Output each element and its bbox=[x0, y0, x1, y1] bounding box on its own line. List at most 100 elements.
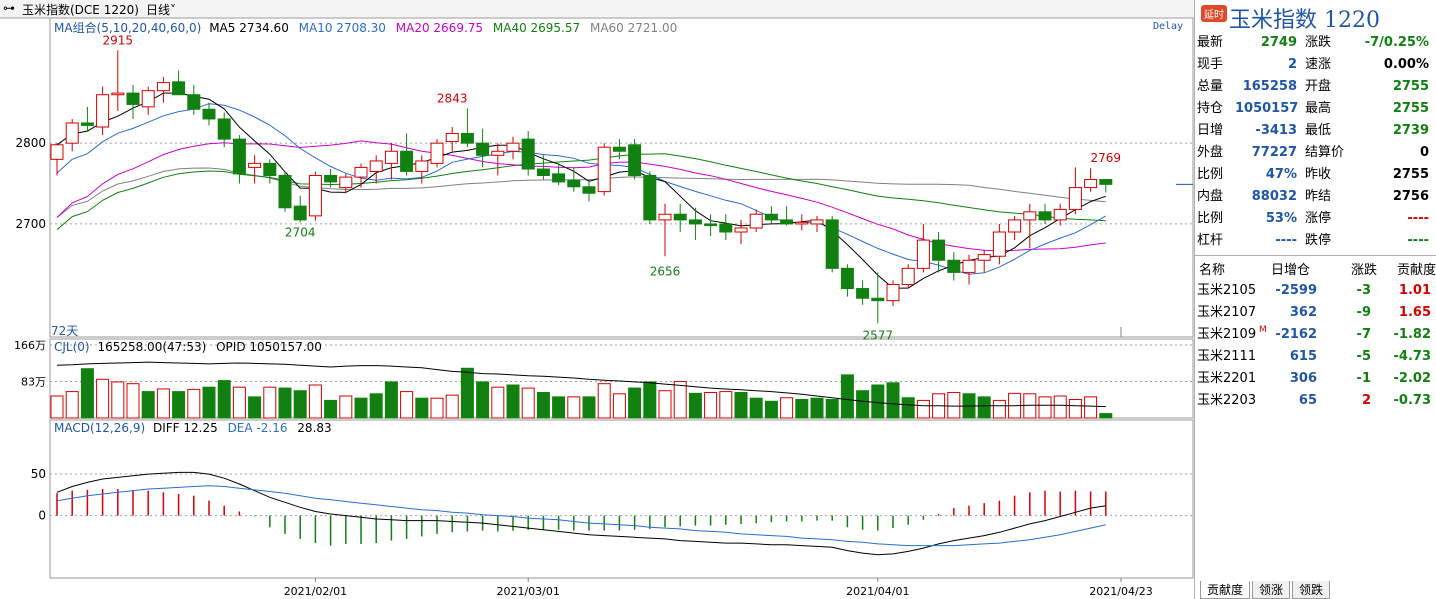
header-name[interactable]: 名称 bbox=[1199, 263, 1226, 278]
contract-row[interactable]: 玉米2203 65 2 -0.73 bbox=[1195, 390, 1436, 412]
quote-label: 外盘 bbox=[1197, 145, 1224, 160]
candle-body bbox=[552, 173, 566, 183]
link-icon[interactable]: ⊶ bbox=[3, 1, 15, 15]
contract-mark: M bbox=[1259, 325, 1267, 335]
volume-bar bbox=[764, 400, 778, 419]
candle-body bbox=[491, 150, 505, 156]
contract-inc: 306 bbox=[1289, 371, 1317, 386]
candle-body bbox=[673, 213, 687, 221]
ma60-value: MA60 2721.00 bbox=[589, 21, 678, 35]
volume-bar bbox=[947, 391, 961, 419]
volume-bar bbox=[324, 399, 338, 419]
ma-legend: MA组合(5,10,20,40,60,0) MA5 2734.60 MA10 2… bbox=[54, 19, 677, 36]
quote-value: 165258 bbox=[1242, 79, 1297, 94]
volume-bar bbox=[1038, 396, 1052, 419]
x-tick-label: 2021/04/23 bbox=[1089, 585, 1152, 598]
quote-value: 1050157 bbox=[1235, 101, 1299, 116]
volume-bar bbox=[248, 396, 262, 419]
contract-row[interactable]: 玉米2107 362 -9 1.65 bbox=[1195, 302, 1436, 324]
volume-bar bbox=[1099, 413, 1113, 419]
contract-name: 玉米2107 bbox=[1197, 305, 1257, 320]
contract-row[interactable]: 玉米2105 -2599 -3 1.01 bbox=[1195, 280, 1436, 302]
volume-bar bbox=[476, 381, 490, 419]
tab-item[interactable]: 贡献度 bbox=[1200, 581, 1251, 599]
contract-name: 玉米2109 bbox=[1197, 327, 1257, 342]
candle-body bbox=[643, 174, 657, 221]
volume-bar bbox=[111, 381, 125, 419]
contract-contrib: -0.73 bbox=[1393, 393, 1431, 408]
chevron-down-icon: ˅ bbox=[170, 3, 177, 17]
candle-body bbox=[415, 160, 429, 172]
tab-item[interactable]: 领跌 bbox=[1292, 581, 1331, 599]
volume-legend-label[interactable]: CJL(0) bbox=[54, 340, 90, 354]
quote-row: 比例 47% 昨收 2755 bbox=[1195, 164, 1436, 186]
volume-bar bbox=[80, 368, 94, 419]
quote-label: 最高 bbox=[1305, 101, 1332, 116]
candle-body bbox=[354, 166, 368, 178]
volume-bar bbox=[1084, 396, 1098, 419]
candle-body bbox=[232, 138, 246, 175]
candle-body bbox=[947, 259, 961, 273]
panel-divider bbox=[1195, 255, 1436, 256]
macd-legend-label[interactable]: MACD(12,26,9) bbox=[54, 421, 146, 435]
price-annotation: 2577 bbox=[863, 328, 894, 342]
contract-name: 玉米2201 bbox=[1197, 371, 1257, 386]
volume-bar bbox=[567, 396, 581, 419]
header-contrib[interactable]: 贡献度 bbox=[1397, 263, 1436, 278]
quote-value: 47% bbox=[1265, 167, 1297, 182]
volume-bar bbox=[445, 394, 459, 419]
candle-body bbox=[217, 118, 231, 140]
quote-label: 持仓 bbox=[1197, 101, 1224, 116]
x-tick-label: 2021/04/01 bbox=[846, 585, 909, 598]
tab-item[interactable]: 领涨 bbox=[1252, 581, 1291, 599]
candle-body bbox=[536, 168, 550, 176]
contract-chg: -3 bbox=[1356, 283, 1371, 298]
volume-bar bbox=[719, 391, 733, 419]
candle-body bbox=[476, 142, 490, 156]
volume-bar bbox=[582, 396, 596, 419]
candle-body bbox=[111, 92, 125, 96]
ma40-value: MA40 2695.57 bbox=[492, 21, 581, 35]
candle-body bbox=[187, 94, 201, 110]
x-tick-label: 2021/02/01 bbox=[284, 585, 347, 598]
volume-bar bbox=[825, 399, 839, 419]
quote-value: -3413 bbox=[1255, 123, 1297, 138]
kline-chart[interactable]: 2700 2800 83万 166万 0 50 2021/02/01 2021/03/01 20… bbox=[0, 0, 1194, 599]
contract-row[interactable]: 玉米2109 M -2162 -7 -1.82 bbox=[1195, 324, 1436, 346]
contract-row[interactable]: 玉米2201 306 -1 -2.02 bbox=[1195, 368, 1436, 390]
ma-legend-label[interactable]: MA组合(5,10,20,40,60,0) bbox=[54, 21, 202, 35]
volume-bar bbox=[628, 387, 642, 419]
quote-value: 2755 bbox=[1392, 79, 1429, 94]
candle-body bbox=[658, 213, 672, 221]
quote-label: 涨跌 bbox=[1305, 35, 1332, 50]
header-inc[interactable]: 日增仓 bbox=[1271, 263, 1311, 278]
volume-bar bbox=[339, 395, 353, 419]
volume-bar bbox=[856, 390, 870, 419]
volume-bar bbox=[430, 397, 444, 419]
candle-body bbox=[1099, 179, 1113, 185]
quote-value: 2 bbox=[1287, 57, 1297, 72]
macd-dea-line bbox=[56, 485, 1106, 547]
volume-tick-label: 166万 bbox=[14, 339, 46, 352]
period-label: 日线 bbox=[146, 3, 171, 17]
instrument-title[interactable]: 玉米指数(DCE 1220) bbox=[22, 3, 139, 17]
candle-body bbox=[977, 254, 991, 261]
candle-body bbox=[430, 142, 444, 164]
candle-body bbox=[96, 94, 110, 128]
macd-panel-frame bbox=[49, 419, 1194, 579]
price-tick-label: 2700 bbox=[15, 217, 46, 231]
contract-contrib: 1.01 bbox=[1398, 283, 1431, 298]
candle-body bbox=[856, 288, 870, 299]
candle-body bbox=[719, 223, 733, 233]
contract-row[interactable]: 玉米2111 615 -5 -4.73 bbox=[1195, 346, 1436, 368]
price-annotation: 2656 bbox=[650, 264, 681, 278]
volume-bar bbox=[658, 390, 672, 419]
quote-value: 77227 bbox=[1251, 145, 1297, 160]
volume-bar bbox=[293, 390, 307, 419]
price-annotation: 2843 bbox=[437, 91, 468, 105]
volume-bar bbox=[384, 381, 398, 419]
candle-body bbox=[810, 219, 824, 225]
volume-bar bbox=[840, 374, 854, 419]
period-selector[interactable]: 日线˅ bbox=[146, 1, 176, 18]
header-chg[interactable]: 涨跌 bbox=[1351, 263, 1378, 278]
